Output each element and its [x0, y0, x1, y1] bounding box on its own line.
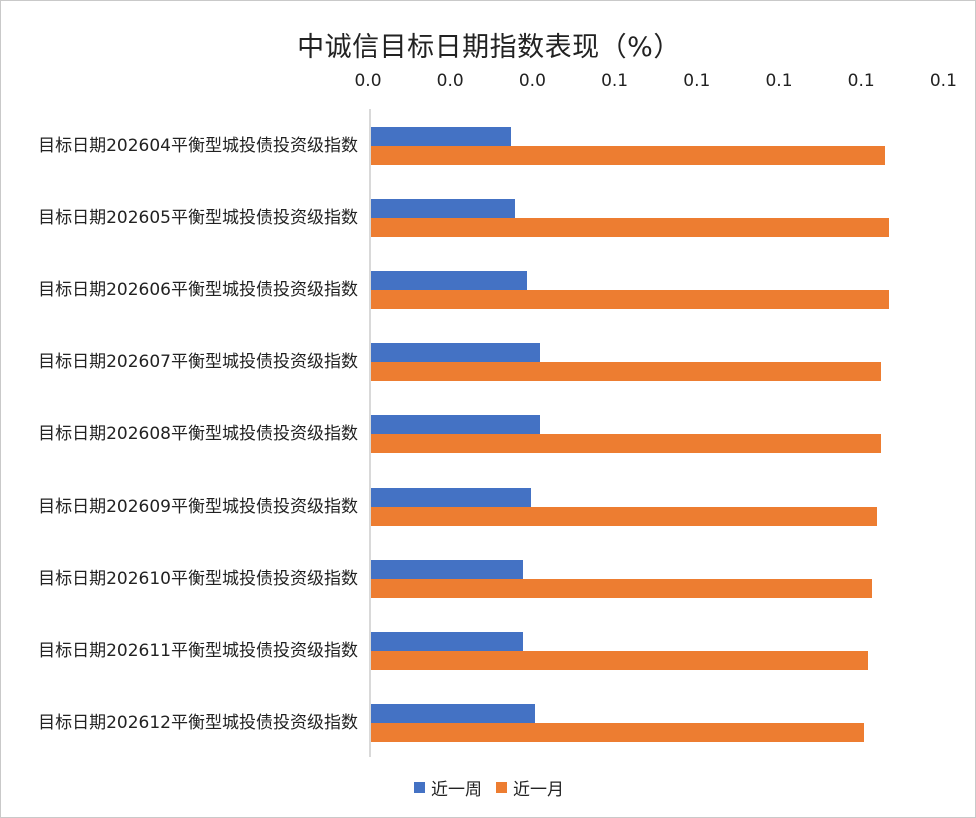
legend: 近一周 近一月: [1, 775, 976, 800]
x-tick-label: 0.1: [601, 71, 629, 91]
x-tick-label: 0.1: [847, 71, 875, 91]
bar-month: [371, 722, 864, 742]
bar-week: [371, 559, 523, 579]
legend-label-month: 近一月: [513, 780, 564, 800]
bar-month: [371, 362, 881, 382]
chart-title: 中诚信目标日期指数表现（%）: [297, 32, 681, 63]
bar-week: [371, 487, 531, 507]
x-tick-label: 0.0: [354, 71, 382, 91]
bar-month: [371, 218, 889, 238]
bar-week: [371, 199, 515, 219]
bar-week: [371, 127, 511, 146]
x-tick-label: 0.0: [436, 71, 464, 91]
x-tick-label: 0.1: [929, 71, 957, 91]
category-label: 目标日期202605平衡型城投债投资级指数: [38, 208, 358, 229]
category-label: 目标日期202610平衡型城投债投资级指数: [38, 568, 358, 589]
bar-month: [371, 146, 885, 165]
legend-label-week: 近一周: [431, 780, 482, 800]
category-label: 目标日期202606平衡型城投债投资级指数: [38, 280, 358, 301]
x-tick-label: 0.1: [683, 71, 711, 91]
bar-month: [371, 650, 868, 670]
bar-week: [371, 343, 540, 363]
bar-month: [371, 290, 889, 310]
category-label: 目标日期202604平衡型城投债投资级指数: [38, 136, 358, 156]
category-label: 目标日期202611平衡型城投债投资级指数: [38, 640, 358, 661]
legend-swatch-month: [496, 782, 507, 793]
bar-week: [371, 703, 535, 723]
legend-item-month: 近一月: [496, 775, 564, 800]
legend-item-week: 近一周: [414, 775, 482, 800]
category-label: 目标日期202609平衡型城投债投资级指数: [38, 496, 358, 517]
bar-week: [371, 271, 527, 291]
category-axis-line: [369, 109, 371, 757]
category-label: 目标日期202607平衡型城投债投资级指数: [38, 352, 358, 373]
bar-month: [371, 578, 872, 598]
legend-swatch-week: [414, 782, 425, 793]
category-label: 目标日期202608平衡型城投债投资级指数: [38, 424, 358, 445]
x-tick-label: 0.1: [765, 71, 793, 91]
bar-month: [371, 434, 881, 454]
category-label: 目标日期202612平衡型城投债投资级指数: [38, 712, 358, 733]
bar-week: [371, 631, 523, 651]
x-tick-label: 0.0: [518, 71, 546, 91]
bar-month: [371, 506, 877, 526]
bar-week: [371, 415, 540, 435]
